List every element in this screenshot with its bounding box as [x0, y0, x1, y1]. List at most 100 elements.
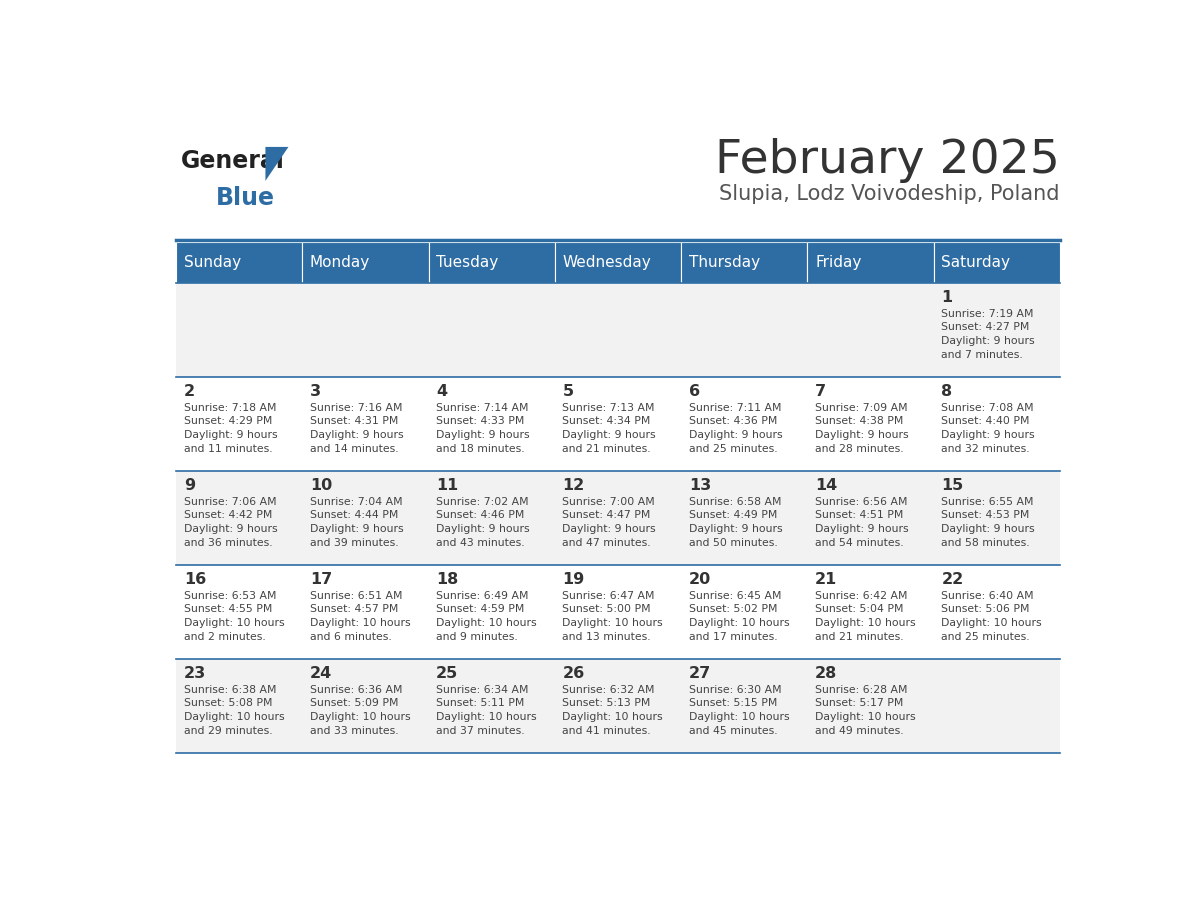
Text: Slupia, Lodz Voivodeship, Poland: Slupia, Lodz Voivodeship, Poland — [720, 185, 1060, 205]
Text: Sunrise: 7:19 AM
Sunset: 4:27 PM
Daylight: 9 hours
and 7 minutes.: Sunrise: 7:19 AM Sunset: 4:27 PM Dayligh… — [941, 308, 1035, 360]
FancyBboxPatch shape — [681, 377, 808, 471]
Text: Sunrise: 6:56 AM
Sunset: 4:51 PM
Daylight: 9 hours
and 54 minutes.: Sunrise: 6:56 AM Sunset: 4:51 PM Dayligh… — [815, 497, 909, 548]
Text: Friday: Friday — [815, 255, 861, 270]
Text: 16: 16 — [184, 573, 206, 588]
FancyBboxPatch shape — [303, 659, 429, 754]
Text: Saturday: Saturday — [941, 255, 1010, 270]
FancyBboxPatch shape — [934, 242, 1060, 284]
Text: 24: 24 — [310, 666, 333, 681]
Text: 5: 5 — [562, 385, 574, 399]
FancyBboxPatch shape — [681, 242, 808, 284]
Text: Sunrise: 6:45 AM
Sunset: 5:02 PM
Daylight: 10 hours
and 17 minutes.: Sunrise: 6:45 AM Sunset: 5:02 PM Dayligh… — [689, 591, 789, 642]
Text: Sunrise: 7:16 AM
Sunset: 4:31 PM
Daylight: 9 hours
and 14 minutes.: Sunrise: 7:16 AM Sunset: 4:31 PM Dayligh… — [310, 403, 404, 453]
Text: 7: 7 — [815, 385, 826, 399]
FancyBboxPatch shape — [176, 565, 303, 659]
Text: Sunrise: 6:55 AM
Sunset: 4:53 PM
Daylight: 9 hours
and 58 minutes.: Sunrise: 6:55 AM Sunset: 4:53 PM Dayligh… — [941, 497, 1035, 548]
Text: Monday: Monday — [310, 255, 371, 270]
Text: 14: 14 — [815, 478, 838, 494]
FancyBboxPatch shape — [429, 659, 555, 754]
Text: Sunrise: 6:32 AM
Sunset: 5:13 PM
Daylight: 10 hours
and 41 minutes.: Sunrise: 6:32 AM Sunset: 5:13 PM Dayligh… — [562, 685, 663, 735]
FancyBboxPatch shape — [555, 565, 681, 659]
Text: Sunrise: 7:14 AM
Sunset: 4:33 PM
Daylight: 9 hours
and 18 minutes.: Sunrise: 7:14 AM Sunset: 4:33 PM Dayligh… — [436, 403, 530, 453]
Text: Sunrise: 7:18 AM
Sunset: 4:29 PM
Daylight: 9 hours
and 11 minutes.: Sunrise: 7:18 AM Sunset: 4:29 PM Dayligh… — [184, 403, 277, 453]
FancyBboxPatch shape — [681, 284, 808, 377]
Text: Sunrise: 6:38 AM
Sunset: 5:08 PM
Daylight: 10 hours
and 29 minutes.: Sunrise: 6:38 AM Sunset: 5:08 PM Dayligh… — [184, 685, 284, 735]
Text: Sunrise: 7:09 AM
Sunset: 4:38 PM
Daylight: 9 hours
and 28 minutes.: Sunrise: 7:09 AM Sunset: 4:38 PM Dayligh… — [815, 403, 909, 453]
Text: 3: 3 — [310, 385, 321, 399]
Text: 2: 2 — [184, 385, 195, 399]
FancyBboxPatch shape — [555, 471, 681, 565]
FancyBboxPatch shape — [934, 565, 1060, 659]
Text: 9: 9 — [184, 478, 195, 494]
Text: Sunrise: 7:11 AM
Sunset: 4:36 PM
Daylight: 9 hours
and 25 minutes.: Sunrise: 7:11 AM Sunset: 4:36 PM Dayligh… — [689, 403, 783, 453]
Text: 20: 20 — [689, 573, 710, 588]
FancyBboxPatch shape — [934, 659, 1060, 754]
Text: Sunrise: 6:42 AM
Sunset: 5:04 PM
Daylight: 10 hours
and 21 minutes.: Sunrise: 6:42 AM Sunset: 5:04 PM Dayligh… — [815, 591, 916, 642]
Text: 12: 12 — [562, 478, 584, 494]
FancyBboxPatch shape — [303, 284, 429, 377]
Text: Sunrise: 7:13 AM
Sunset: 4:34 PM
Daylight: 9 hours
and 21 minutes.: Sunrise: 7:13 AM Sunset: 4:34 PM Dayligh… — [562, 403, 656, 453]
Text: Sunrise: 6:36 AM
Sunset: 5:09 PM
Daylight: 10 hours
and 33 minutes.: Sunrise: 6:36 AM Sunset: 5:09 PM Dayligh… — [310, 685, 411, 735]
FancyBboxPatch shape — [303, 471, 429, 565]
Text: 17: 17 — [310, 573, 333, 588]
FancyBboxPatch shape — [303, 565, 429, 659]
FancyBboxPatch shape — [681, 565, 808, 659]
Text: 22: 22 — [941, 573, 963, 588]
Text: 27: 27 — [689, 666, 710, 681]
FancyBboxPatch shape — [808, 242, 934, 284]
FancyBboxPatch shape — [808, 565, 934, 659]
FancyBboxPatch shape — [176, 471, 303, 565]
Text: 13: 13 — [689, 478, 710, 494]
Text: Sunrise: 7:06 AM
Sunset: 4:42 PM
Daylight: 9 hours
and 36 minutes.: Sunrise: 7:06 AM Sunset: 4:42 PM Dayligh… — [184, 497, 277, 548]
Polygon shape — [265, 147, 289, 181]
Text: 21: 21 — [815, 573, 838, 588]
Text: 19: 19 — [562, 573, 584, 588]
Text: Sunrise: 6:49 AM
Sunset: 4:59 PM
Daylight: 10 hours
and 9 minutes.: Sunrise: 6:49 AM Sunset: 4:59 PM Dayligh… — [436, 591, 537, 642]
Text: Wednesday: Wednesday — [562, 255, 651, 270]
FancyBboxPatch shape — [176, 659, 303, 754]
FancyBboxPatch shape — [681, 471, 808, 565]
Text: Tuesday: Tuesday — [436, 255, 499, 270]
Text: 4: 4 — [436, 385, 448, 399]
Text: 15: 15 — [941, 478, 963, 494]
Text: 6: 6 — [689, 385, 700, 399]
FancyBboxPatch shape — [429, 377, 555, 471]
FancyBboxPatch shape — [681, 659, 808, 754]
FancyBboxPatch shape — [555, 284, 681, 377]
FancyBboxPatch shape — [176, 242, 303, 284]
Text: 1: 1 — [941, 290, 953, 306]
Text: 28: 28 — [815, 666, 838, 681]
FancyBboxPatch shape — [176, 284, 303, 377]
Text: 23: 23 — [184, 666, 206, 681]
Text: Sunrise: 6:28 AM
Sunset: 5:17 PM
Daylight: 10 hours
and 49 minutes.: Sunrise: 6:28 AM Sunset: 5:17 PM Dayligh… — [815, 685, 916, 735]
Text: Sunrise: 7:00 AM
Sunset: 4:47 PM
Daylight: 9 hours
and 47 minutes.: Sunrise: 7:00 AM Sunset: 4:47 PM Dayligh… — [562, 497, 656, 548]
FancyBboxPatch shape — [429, 284, 555, 377]
FancyBboxPatch shape — [429, 471, 555, 565]
Text: 26: 26 — [562, 666, 584, 681]
FancyBboxPatch shape — [303, 242, 429, 284]
Text: February 2025: February 2025 — [715, 139, 1060, 184]
Text: Sunrise: 6:58 AM
Sunset: 4:49 PM
Daylight: 9 hours
and 50 minutes.: Sunrise: 6:58 AM Sunset: 4:49 PM Dayligh… — [689, 497, 783, 548]
Text: Sunrise: 7:02 AM
Sunset: 4:46 PM
Daylight: 9 hours
and 43 minutes.: Sunrise: 7:02 AM Sunset: 4:46 PM Dayligh… — [436, 497, 530, 548]
Text: 18: 18 — [436, 573, 459, 588]
FancyBboxPatch shape — [808, 471, 934, 565]
Text: Sunday: Sunday — [184, 255, 241, 270]
Text: Sunrise: 6:34 AM
Sunset: 5:11 PM
Daylight: 10 hours
and 37 minutes.: Sunrise: 6:34 AM Sunset: 5:11 PM Dayligh… — [436, 685, 537, 735]
Text: Sunrise: 6:51 AM
Sunset: 4:57 PM
Daylight: 10 hours
and 6 minutes.: Sunrise: 6:51 AM Sunset: 4:57 PM Dayligh… — [310, 591, 411, 642]
FancyBboxPatch shape — [429, 565, 555, 659]
FancyBboxPatch shape — [555, 377, 681, 471]
Text: Sunrise: 7:04 AM
Sunset: 4:44 PM
Daylight: 9 hours
and 39 minutes.: Sunrise: 7:04 AM Sunset: 4:44 PM Dayligh… — [310, 497, 404, 548]
Text: Sunrise: 6:40 AM
Sunset: 5:06 PM
Daylight: 10 hours
and 25 minutes.: Sunrise: 6:40 AM Sunset: 5:06 PM Dayligh… — [941, 591, 1042, 642]
FancyBboxPatch shape — [555, 242, 681, 284]
FancyBboxPatch shape — [808, 377, 934, 471]
Text: Blue: Blue — [216, 185, 274, 210]
Text: Thursday: Thursday — [689, 255, 760, 270]
FancyBboxPatch shape — [934, 377, 1060, 471]
FancyBboxPatch shape — [303, 377, 429, 471]
FancyBboxPatch shape — [555, 659, 681, 754]
FancyBboxPatch shape — [934, 471, 1060, 565]
Text: Sunrise: 6:53 AM
Sunset: 4:55 PM
Daylight: 10 hours
and 2 minutes.: Sunrise: 6:53 AM Sunset: 4:55 PM Dayligh… — [184, 591, 284, 642]
FancyBboxPatch shape — [176, 377, 303, 471]
Text: Sunrise: 6:30 AM
Sunset: 5:15 PM
Daylight: 10 hours
and 45 minutes.: Sunrise: 6:30 AM Sunset: 5:15 PM Dayligh… — [689, 685, 789, 735]
FancyBboxPatch shape — [429, 242, 555, 284]
